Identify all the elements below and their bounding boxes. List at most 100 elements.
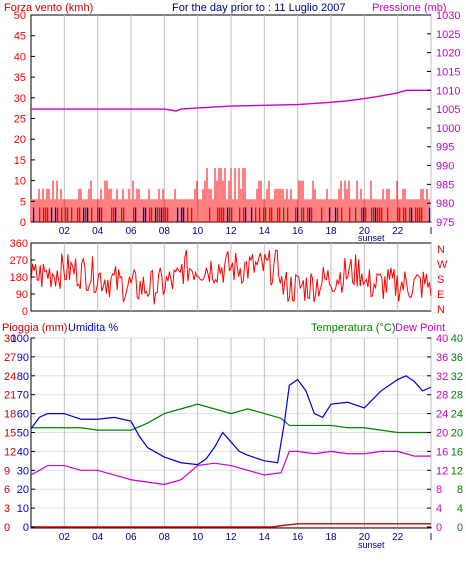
wind-tick-label: 35: [14, 72, 26, 84]
x-tick-label: 16: [292, 226, 304, 237]
x-tick-label: 14: [259, 532, 271, 543]
temp-tick-label-inner: 16: [436, 446, 448, 458]
x-tick-label: I: [430, 532, 433, 543]
rain-tick-label: 15: [4, 428, 16, 440]
rain-label: Pioggia (mm): [2, 322, 67, 334]
temp-tick-label-inner: 36: [436, 352, 448, 364]
wind-tick-label: 20: [14, 134, 26, 146]
x-tick-label: 22: [392, 532, 404, 543]
temp-tick-label-outer: 4: [457, 503, 463, 515]
pressure-tick-label: 995: [436, 142, 454, 154]
wind-tick-label: 25: [14, 114, 26, 126]
pressure-tick-label: 1010: [436, 85, 460, 97]
x-tick-label: 10: [192, 226, 204, 237]
rain-tick-label: 21: [4, 390, 16, 402]
rain-line: [31, 523, 431, 528]
x-tick-label: 22: [392, 226, 404, 237]
x-tick-label: 08: [159, 226, 171, 237]
temp-tick-label-inner: 12: [436, 465, 448, 477]
x-tick-label: 04: [92, 226, 104, 237]
x-tick-label: 18: [325, 532, 337, 543]
wind-y-axis-ticks: 0 5 10 15 20 25 30 35 40 45 50: [14, 10, 35, 229]
wind-tick-label: 15: [14, 155, 26, 167]
temperature-line: [31, 403, 431, 434]
wind-tick-label: 10: [14, 176, 26, 188]
wind-tick-label: 30: [14, 93, 26, 105]
rain-tick-label: 9: [4, 465, 10, 477]
temp-tick-label-outer: 40: [451, 333, 463, 345]
rain-tick-label: 3: [4, 503, 10, 515]
dewpoint-label: Dew Point: [395, 322, 445, 334]
x-tick-label: 08: [159, 532, 171, 543]
humidity-tick-label: 60: [17, 409, 29, 421]
humidity-tick-label: 100: [11, 333, 29, 345]
wind-tick-label: 45: [14, 31, 26, 43]
humidity-tick-label: 30: [17, 465, 29, 477]
pressure-tick-label: 1015: [436, 66, 460, 78]
humidity-tick-label: 90: [17, 352, 29, 364]
temp-tick-label-outer: 0: [457, 522, 463, 534]
pressure-tick-label: 1005: [436, 104, 460, 116]
wind-tick-label: 50: [14, 10, 26, 22]
wind-bars: [30, 168, 431, 222]
pressure-tick-label: 980: [436, 198, 454, 210]
pressure-tick-label: 985: [436, 179, 454, 191]
x-tick-label: 02: [59, 226, 71, 237]
date-title: For the day prior to : 11 Luglio 2007: [172, 2, 345, 14]
x-tick-label: 12: [225, 226, 237, 237]
temp-tick-label-outer: 24: [451, 409, 463, 421]
humidity-label: Umidita %: [68, 322, 118, 334]
temp-tick-label-inner: 4: [436, 503, 442, 515]
temp-tick-label-outer: 8: [457, 484, 463, 496]
x-tick-label: 06: [125, 532, 137, 543]
x-tick-label: 18: [325, 226, 337, 237]
temp-tick-label-outer: 36: [451, 352, 463, 364]
temp-tick-label-outer: 12: [451, 465, 463, 477]
temp-tick-label-outer: 16: [451, 446, 463, 458]
sunset-label-bottom: sunset: [358, 540, 385, 550]
pressure-tick-label: 975: [436, 217, 454, 229]
pressure-tick-label: 1000: [436, 123, 460, 135]
temp-tick-label-outer: 20: [451, 428, 463, 440]
temp-tick-label-inner: 28: [436, 390, 448, 402]
compass-label: N: [437, 244, 445, 256]
compass-label: S: [437, 274, 444, 286]
pressure-line: [31, 89, 431, 112]
temp-tick-label-inner: 32: [436, 371, 448, 383]
dewpoint-line: [30, 450, 431, 486]
direction-tick-label: 180: [10, 272, 28, 284]
rain-tick-label: 24: [4, 371, 16, 383]
pressure-tick-label: 990: [436, 161, 454, 173]
x-tick-label: 20: [359, 226, 371, 237]
direction-tick-label: 270: [10, 255, 28, 267]
x-tick-label: 20: [359, 532, 371, 543]
humidity-tick-label: 70: [17, 390, 29, 402]
rain-tick-label: 6: [4, 484, 10, 496]
humidity-tick-label: 20: [17, 484, 29, 496]
wind-pressure-x-ticks: 02 04 06 08 10 12 14 16 18 20 22 I: [59, 226, 433, 237]
x-tick-label: 16: [292, 532, 304, 543]
pressure-tick-label: 1020: [436, 48, 460, 60]
temp-tick-label-inner: 8: [436, 484, 442, 496]
temp-tick-label-inner: 20: [436, 428, 448, 440]
humidity-tick-label: 10: [17, 503, 29, 515]
x-tick-label: 04: [92, 532, 104, 543]
x-tick-label: 06: [125, 226, 137, 237]
sunset-label-top: sunset: [358, 233, 385, 243]
wind-tick-label: 0: [20, 217, 26, 229]
rain-tick-label: 18: [4, 409, 16, 421]
direction-tick-label: 90: [16, 289, 28, 301]
temp-tick-label-inner: 0: [436, 522, 442, 534]
humidity-tick-label: 80: [17, 371, 29, 383]
compass-label: N: [437, 304, 445, 316]
humidity-tick-label: 50: [17, 428, 29, 440]
direction-tick-label: 360: [10, 238, 28, 250]
wind-direction-line: [30, 249, 432, 305]
humidity-tick-label: 0: [23, 522, 29, 534]
humidity-tick-label: 40: [17, 446, 29, 458]
compass-label: W: [437, 259, 448, 271]
